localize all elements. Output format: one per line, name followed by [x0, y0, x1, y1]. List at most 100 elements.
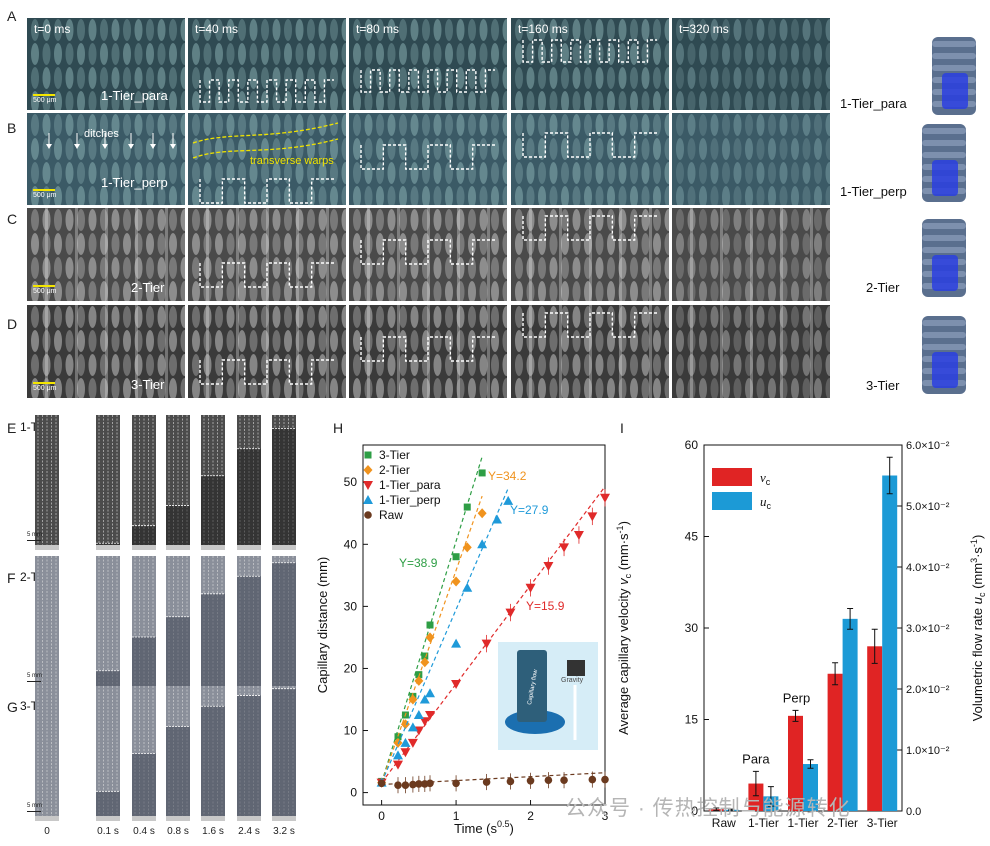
micrograph-r4-c4	[511, 305, 669, 398]
strip-r3-c4	[166, 686, 190, 821]
y-tick-label: 10	[344, 724, 358, 738]
panel-label-g: G	[7, 699, 18, 715]
row-label: 3-Tier	[131, 377, 165, 392]
panel-label-b: B	[7, 120, 17, 136]
strip-texture	[96, 686, 120, 821]
data-point	[425, 711, 436, 720]
strip-texture	[201, 415, 225, 550]
micrograph-texture	[515, 305, 669, 398]
strip-texture	[96, 415, 120, 550]
series-1-tier-perp	[376, 488, 514, 787]
data-point	[377, 779, 386, 788]
bar-flow-rate	[882, 475, 898, 811]
strip-r2-c3	[132, 556, 156, 691]
bar-velocity	[827, 673, 843, 811]
series-1-tier-para	[376, 486, 610, 788]
strip-r3-c6	[237, 686, 261, 821]
strip-texture	[272, 415, 296, 550]
data-point	[451, 679, 462, 689]
micrograph-texture	[353, 208, 507, 301]
data-point	[601, 775, 609, 784]
y-left-tick-label: 45	[685, 530, 699, 544]
legend-label: 1-Tier_para	[379, 478, 441, 492]
micrograph-r1-c3: t=80 ms	[349, 18, 507, 110]
strip-scale-text: 5 mm	[27, 532, 42, 538]
micrograph-r1-c1: t=0 ms 500 μm 1-Tier_para	[27, 18, 185, 110]
legend-label: vc	[760, 470, 771, 487]
data-point	[363, 481, 373, 490]
category-label: Raw	[712, 816, 736, 830]
ditches-label: ditches	[84, 128, 119, 140]
data-point	[600, 493, 610, 503]
plot-frame	[362, 444, 606, 806]
data-point	[478, 469, 486, 477]
model-label: 1-Tier_perp	[840, 184, 907, 199]
panel-label-c: C	[7, 211, 18, 227]
y-left-tick-label: 60	[685, 438, 699, 452]
data-point	[559, 543, 570, 553]
micrograph-texture	[676, 19, 830, 110]
micrograph-texture	[192, 114, 346, 205]
legend-label: 3-Tier	[379, 448, 410, 462]
scale-bar-line	[33, 285, 55, 287]
data-point	[463, 503, 471, 511]
data-point	[452, 779, 460, 788]
strip-r2-c6	[237, 556, 261, 691]
y-tick-label: 50	[344, 475, 358, 489]
micrograph-r4-c1: 500 μm 3-Tier	[27, 305, 185, 398]
data-point	[394, 781, 402, 789]
error-bar	[713, 807, 720, 811]
fit-line	[381, 486, 606, 784]
data-point	[425, 632, 435, 643]
strip-scale-text: 5 mm	[27, 673, 42, 679]
micrograph-texture	[192, 305, 346, 398]
scale-bar-text: 500 μm	[33, 192, 57, 199]
micrograph-texture	[353, 19, 507, 110]
y-right-tick-label: 3.0×10⁻²	[906, 623, 950, 635]
fit-annotation: Y=27.9	[510, 503, 549, 517]
data-point	[400, 748, 411, 758]
data-point	[415, 780, 423, 788]
velocity-flowrate-chart: 0 15 30 45 60 0.0 1.0×10⁻² 2.0×10⁻² 3.0×10⁻² 4.0×…	[615, 438, 987, 830]
x-tick-label: 3	[602, 809, 609, 823]
data-point	[392, 760, 403, 770]
strip-r2-c4	[166, 556, 190, 691]
y-right-tick-label: 5.0×10⁻²	[906, 501, 950, 513]
strip-time-label: 0	[44, 826, 50, 837]
data-point	[414, 675, 424, 686]
error-bar	[752, 770, 759, 797]
micrograph-texture	[515, 114, 669, 205]
strip-r2-c5	[201, 556, 225, 691]
micrograph-texture	[31, 305, 185, 398]
strip-scale-bar	[27, 811, 41, 812]
fabric-model-icon	[922, 124, 966, 202]
micrograph-r2-c1: 500 μm 1-Tier_perp	[27, 113, 185, 205]
inset-text: Gravity	[561, 677, 584, 684]
category-label: 2-Tier	[827, 816, 858, 830]
scale-bar-line	[33, 94, 55, 96]
data-point	[587, 512, 598, 522]
x-tick-label: 0	[378, 809, 385, 823]
data-point	[506, 777, 515, 786]
data-point	[419, 694, 430, 704]
legend-label: Raw	[379, 508, 403, 522]
y-right-tick-label: 0.0	[906, 806, 921, 818]
y-left-axis-label: Average capillary velocity vc (mm·s-1)	[615, 521, 633, 735]
data-point	[420, 657, 430, 668]
micrograph-texture	[676, 114, 830, 205]
panel-label-e: E	[7, 420, 17, 436]
data-point	[392, 750, 403, 760]
category-note: Para	[742, 751, 770, 766]
data-point	[560, 776, 568, 784]
data-point	[407, 738, 418, 748]
strip-scale-bar	[27, 681, 41, 682]
micrograph-texture	[31, 19, 185, 110]
scale-bar-text: 500 μm	[33, 97, 57, 104]
category-note: Perp	[783, 690, 810, 705]
error-bar	[792, 709, 799, 722]
data-point	[477, 508, 487, 519]
strip-time-label: 0.8 s	[167, 826, 189, 837]
category-label: 1-Tier	[788, 816, 819, 830]
strip-texture	[35, 556, 59, 691]
strip-scale-text: 5 mm	[27, 803, 42, 809]
